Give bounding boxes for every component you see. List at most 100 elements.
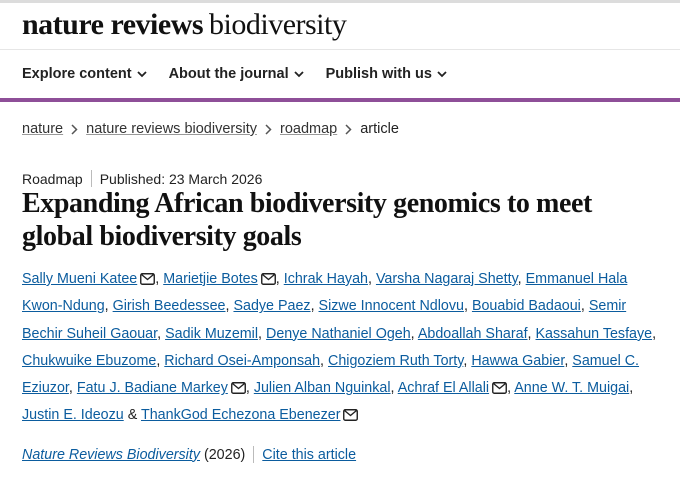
separator: , bbox=[463, 352, 468, 369]
author-name[interactable]: Hawwa Gabier bbox=[471, 352, 565, 369]
email-icon[interactable] bbox=[343, 409, 359, 422]
author: Sizwe Innocent Ndlovu, bbox=[319, 298, 468, 314]
separator: , bbox=[245, 380, 250, 397]
email-icon[interactable] bbox=[140, 273, 156, 285]
author: Bouabid Badaoui, bbox=[472, 298, 585, 314]
author-name[interactable]: Denye Nathaniel Ogeh bbox=[266, 325, 411, 342]
author: Girish Beedessee, bbox=[113, 298, 230, 314]
chevron-down[interactable] bbox=[437, 70, 447, 78]
breadcrumb-current: article bbox=[360, 121, 399, 137]
author-list: Sally Mueni Katee, Marietjie Botes, Ichr… bbox=[22, 266, 670, 430]
separator: , bbox=[157, 325, 162, 342]
author: Kassahun Tesfaye, bbox=[536, 326, 657, 342]
separator: , bbox=[310, 298, 315, 315]
author-name[interactable]: Fatu J. Badiane Markey bbox=[76, 380, 228, 397]
cite-link[interactable]: Cite this article bbox=[262, 446, 357, 463]
author-name[interactable]: ThankGod Echezona Ebenezer bbox=[140, 407, 341, 424]
article-meta: Roadmap Published: 23 March 2026 bbox=[22, 170, 262, 187]
author-name[interactable]: Bouabid Badaoui bbox=[471, 298, 581, 315]
breadcrumb-link[interactable]: roadmap bbox=[279, 121, 338, 137]
separator: , bbox=[507, 380, 512, 397]
breadcrumb-chevron bbox=[71, 123, 78, 135]
separator: , bbox=[517, 271, 522, 287]
brand-bold[interactable]: nature reviews bbox=[22, 8, 204, 41]
author-name[interactable]: Richard Osei-Amponsah bbox=[164, 352, 321, 369]
nav-label[interactable]: Explore content bbox=[22, 66, 132, 82]
breadcrumbs: nature nature reviews biodiversity roadmap… bbox=[22, 121, 399, 137]
separator: , bbox=[225, 298, 230, 315]
author: Semir Bechir Suheil Gaouar, bbox=[22, 298, 626, 341]
author: ThankGod Echezona Ebenezer bbox=[141, 407, 359, 423]
nav-item[interactable]: Publish with us bbox=[326, 66, 447, 82]
author-name[interactable]: Ichrak Hayah bbox=[283, 271, 368, 287]
author-name[interactable]: Girish Beedessee bbox=[112, 298, 226, 315]
author: Justin E. Ideozu bbox=[22, 407, 124, 423]
author: Denye Nathaniel Ogeh, bbox=[266, 326, 415, 342]
conjunction: & bbox=[127, 407, 138, 424]
separator: , bbox=[275, 271, 280, 287]
separator: , bbox=[580, 298, 585, 315]
separator: , bbox=[104, 298, 109, 315]
separator: , bbox=[564, 352, 569, 369]
author-name[interactable]: Semir Bechir Suheil Gaouar bbox=[22, 298, 627, 342]
author-name[interactable]: Sizwe Innocent Ndlovu bbox=[318, 298, 464, 315]
email-icon[interactable] bbox=[492, 382, 508, 395]
author: Julien Alban Nguinkal, bbox=[254, 380, 395, 396]
author-name[interactable]: Emmanuel Hala Kwon-Ndung bbox=[22, 271, 628, 315]
author: Hawwa Gabier, bbox=[471, 353, 568, 369]
author-name[interactable]: Chigoziem Ruth Torty bbox=[328, 352, 464, 369]
author-name[interactable]: Anne W. T. Muigai bbox=[514, 380, 630, 397]
author: Chigoziem Ruth Torty, bbox=[328, 353, 467, 369]
author: Emmanuel Hala Kwon-Ndung, bbox=[22, 271, 627, 314]
author: Abdoallah Sharaf, bbox=[418, 326, 532, 342]
breadcrumb-link[interactable]: nature reviews biodiversity bbox=[86, 121, 257, 137]
cite-divider bbox=[253, 446, 255, 463]
author: Richard Osei-Amponsah, bbox=[164, 353, 324, 369]
brand-logo[interactable]: nature reviews biodiversity bbox=[22, 8, 347, 42]
breadcrumb-link[interactable]: nature bbox=[22, 121, 64, 137]
brand-light[interactable]: biodiversity bbox=[209, 8, 347, 41]
author-name[interactable]: Samuel C. Eziuzor bbox=[22, 352, 640, 397]
email-icon[interactable] bbox=[260, 273, 276, 285]
separator: , bbox=[652, 325, 657, 342]
chevron-down[interactable] bbox=[293, 70, 304, 78]
nav-item[interactable]: About the journal bbox=[169, 66, 304, 82]
chevron-down[interactable] bbox=[136, 70, 147, 78]
separator: , bbox=[156, 352, 161, 369]
nav-bar: Explore content About the journal Publish … bbox=[22, 66, 447, 82]
author: Marietjie Botes, bbox=[163, 271, 280, 287]
author-name[interactable]: Achraf El Allali bbox=[397, 380, 490, 397]
author-name[interactable]: Chukwuike Ebuzome bbox=[22, 352, 157, 369]
author-name[interactable]: Varsha Nagaraj Shetty bbox=[375, 271, 518, 287]
journal-link[interactable]: Nature Reviews Biodiversity bbox=[22, 446, 200, 463]
separator: , bbox=[367, 271, 372, 287]
author-name[interactable]: Julien Alban Nguinkal bbox=[253, 380, 391, 397]
separator: , bbox=[320, 352, 325, 369]
author-name[interactable]: Marietjie Botes bbox=[163, 271, 258, 287]
email-icon[interactable] bbox=[230, 382, 246, 395]
separator: , bbox=[258, 325, 263, 342]
nav-item[interactable]: Explore content bbox=[22, 66, 147, 82]
author-name[interactable]: Sadye Paez bbox=[233, 298, 311, 315]
author: Varsha Nagaraj Shetty, bbox=[376, 271, 522, 287]
author: Fatu J. Badiane Markey, bbox=[77, 380, 250, 396]
author: Chukwuike Ebuzome, bbox=[22, 353, 160, 369]
author-name[interactable]: Sally Mueni Katee bbox=[22, 271, 138, 287]
nav-label[interactable]: Publish with us bbox=[325, 66, 432, 82]
author-name[interactable]: Sadik Muzemil bbox=[165, 325, 259, 342]
separator: , bbox=[629, 380, 634, 397]
author-name[interactable]: Kassahun Tesfaye bbox=[535, 325, 653, 342]
author-name[interactable]: Abdoallah Sharaf bbox=[417, 325, 528, 342]
accent-bar bbox=[0, 98, 680, 102]
citation: Nature Reviews Biodiversity (2026) Cite … bbox=[22, 446, 356, 463]
author-name[interactable]: Justin E. Ideozu bbox=[22, 407, 124, 424]
meta-divider bbox=[90, 170, 92, 187]
breadcrumb-chevron bbox=[265, 123, 272, 135]
separator: , bbox=[527, 325, 532, 342]
published-date: Published: 23 March 2026 bbox=[99, 170, 263, 187]
nav-label[interactable]: About the journal bbox=[168, 66, 289, 82]
breadcrumb-chevron bbox=[345, 123, 352, 135]
article-title: Expanding African biodiversity genomics … bbox=[22, 188, 592, 252]
author: Sally Mueni Katee, bbox=[22, 271, 159, 287]
